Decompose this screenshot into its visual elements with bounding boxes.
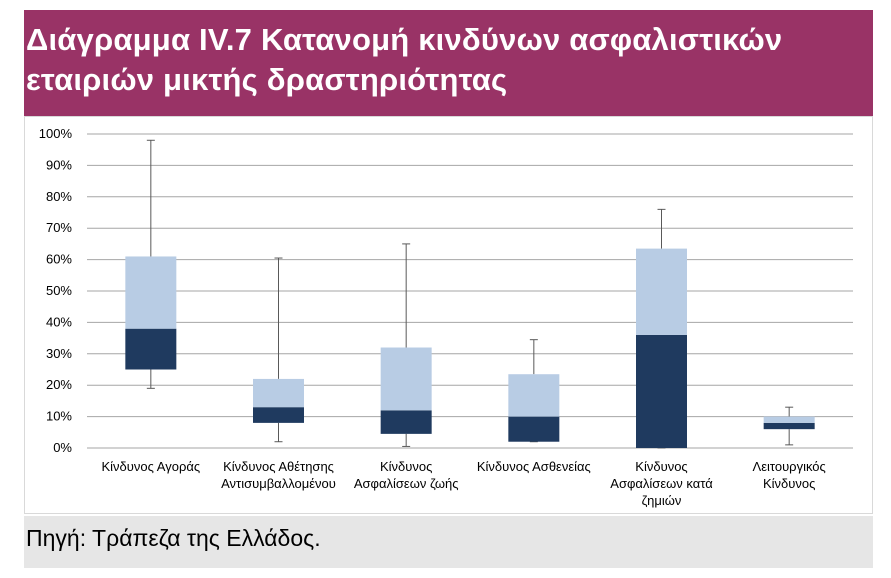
y-tick-label: 80% <box>46 189 72 204</box>
label-layer: 0% 10% 20% 30% 40% 50% 60% 70% 80% 90% 100% Κίνδυνο… <box>39 126 826 508</box>
box-lower-quartile <box>763 422 815 430</box>
box-upper-quartile <box>763 416 815 423</box>
box-upper-quartile <box>508 374 560 417</box>
x-category-label-line: Αντισυμβαλλομένου <box>221 476 336 491</box>
x-category-label: Κίνδυνος Αθέτησης Αντισυμβαλλομένου <box>221 459 336 491</box>
x-category-label-line: Κίνδυνος Αθέτησης <box>223 459 334 474</box>
box-lower-quartile <box>508 416 560 442</box>
y-tick-label: 40% <box>46 314 72 329</box>
y-tick-label: 30% <box>46 346 72 361</box>
x-category-label-line: Κίνδυνος <box>635 459 687 474</box>
box-upper-quartile <box>253 378 304 408</box>
x-category-label-line: Ασφαλίσεων ζωής <box>354 476 459 491</box>
chart-title-line-1: Διάγραμμα IV.7 Κατανομή κινδύνων ασφαλισ… <box>26 22 783 57</box>
box-lower-quartile <box>253 407 304 423</box>
y-tick-label: 50% <box>46 283 72 298</box>
y-tick-label: 10% <box>46 409 72 424</box>
box-lower-quartile <box>125 328 177 370</box>
source-note: Πηγή: Τράπεζα της Ελλάδος. <box>24 516 873 568</box>
box-upper-quartile <box>380 347 432 411</box>
x-category-label-line: Λειτουργικός <box>753 459 826 474</box>
x-category-label-line: Κίνδυνος Αγοράς <box>102 459 201 474</box>
title-bar: Διάγραμμα IV.7 Κατανομή κινδύνων ασφαλισ… <box>24 10 873 116</box>
grid-layer <box>87 133 853 449</box>
box-lower-quartile <box>636 334 687 448</box>
x-category-label: Κίνδυνος Ασφαλίσεων κατά ζημιών <box>610 459 713 508</box>
x-category-label: Κίνδυνος Ασθενείας <box>477 459 591 474</box>
y-tick-label: 70% <box>46 220 72 235</box>
box-upper-quartile <box>636 248 687 335</box>
x-category-label: Κίνδυνος Ασφαλίσεων ζωής <box>354 459 459 491</box>
x-category-label-line: Κίνδυνος <box>763 476 815 491</box>
x-category-label: Κίνδυνος Αγοράς <box>102 459 201 474</box>
y-tick-label: 20% <box>46 377 72 392</box>
box-layer <box>125 139 815 449</box>
chart-title-line-2: εταιριών μικτής δραστηριότητας <box>26 62 508 97</box>
box-upper-quartile <box>125 256 177 329</box>
y-tick-label: 90% <box>46 157 72 172</box>
y-tick-label: 100% <box>39 126 73 141</box>
box-lower-quartile <box>380 410 432 434</box>
x-category-label-line: ζημιών <box>642 493 682 508</box>
x-category-label-line: Ασφαλίσεων κατά <box>610 476 713 491</box>
x-category-label-line: Κίνδυνος Ασθενείας <box>477 459 591 474</box>
y-tick-label: 60% <box>46 252 72 267</box>
x-category-label-line: Κίνδυνος <box>380 459 432 474</box>
x-category-label: Λειτουργικός Κίνδυνος <box>753 459 826 491</box>
y-tick-label: 0% <box>53 440 72 455</box>
